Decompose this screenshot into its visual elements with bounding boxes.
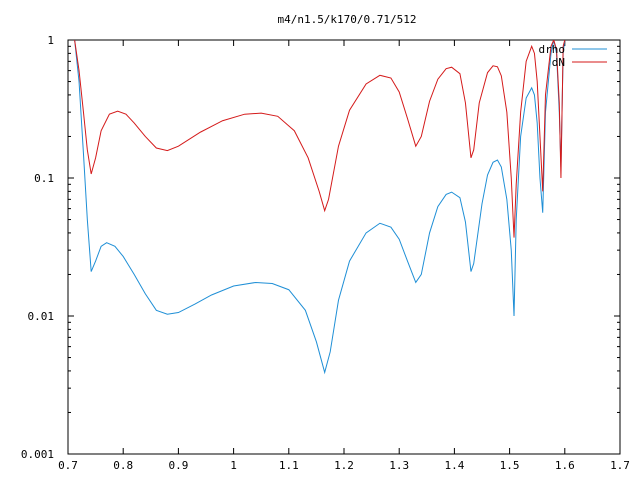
series-layer — [74, 40, 566, 375]
y-tick-label: 0.001 — [21, 448, 54, 461]
axis-ticks: 0.7 0.8 0.9 1 1.1 1.2 1.3 1.4 1.5 1.6 1.7 0.001 0.01… — [21, 34, 630, 472]
x-tick-label: 1.6 — [555, 459, 575, 472]
y-tick-label: 1 — [47, 34, 54, 47]
x-tick-label: 1.7 — [610, 459, 630, 472]
x-tick-label: 1.1 — [279, 459, 299, 472]
x-tick-label: 1.5 — [500, 459, 520, 472]
legend-label-drho: drho — [539, 43, 566, 56]
x-tick-label: 0.8 — [113, 459, 133, 472]
x-tick-label: 1 — [230, 459, 237, 472]
legend-label-dN: dN — [552, 56, 565, 69]
chart-title: m4/n1.5/k170/0.71/512 — [277, 13, 416, 26]
x-tick-label: 0.7 — [58, 459, 78, 472]
y-tick-label: 0.01 — [28, 310, 55, 323]
y-tick-label: 0.1 — [34, 172, 54, 185]
x-tick-label: 1.4 — [444, 459, 464, 472]
x-tick-label: 0.9 — [168, 459, 188, 472]
series-line-dN — [74, 40, 566, 238]
x-tick-label: 1.3 — [389, 459, 409, 472]
series-line-drho — [74, 40, 566, 375]
plot-frame — [67, 39, 621, 455]
x-tick-label: 1.2 — [334, 459, 354, 472]
